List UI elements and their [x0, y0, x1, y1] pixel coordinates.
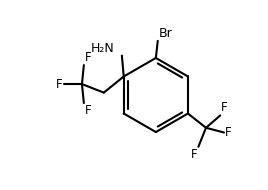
Text: H₂N: H₂N [91, 42, 114, 55]
Text: F: F [225, 126, 232, 139]
Text: F: F [85, 51, 91, 64]
Text: F: F [56, 78, 63, 91]
Text: Br: Br [159, 27, 172, 40]
Text: F: F [221, 101, 228, 114]
Text: F: F [85, 104, 91, 117]
Text: F: F [191, 148, 198, 161]
